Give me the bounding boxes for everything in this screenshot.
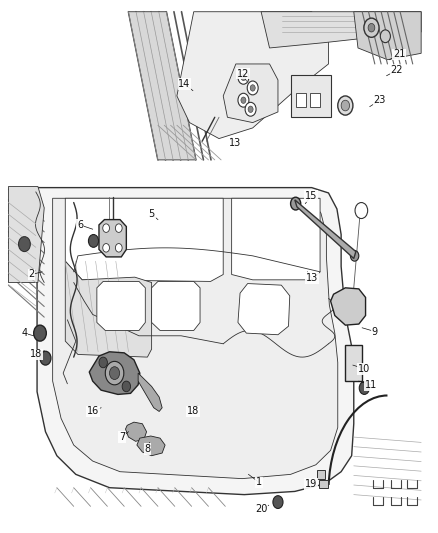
Text: 6: 6 bbox=[77, 220, 83, 230]
Circle shape bbox=[22, 241, 27, 247]
Text: 5: 5 bbox=[148, 209, 155, 219]
Circle shape bbox=[241, 97, 246, 103]
Text: 15: 15 bbox=[304, 191, 317, 201]
Polygon shape bbox=[8, 187, 44, 282]
Text: 9: 9 bbox=[372, 327, 378, 336]
Polygon shape bbox=[261, 12, 421, 48]
Circle shape bbox=[350, 251, 359, 261]
Circle shape bbox=[290, 197, 301, 210]
Text: 18: 18 bbox=[187, 407, 199, 416]
Text: 11: 11 bbox=[364, 380, 377, 390]
Polygon shape bbox=[354, 12, 421, 60]
Text: 13: 13 bbox=[229, 138, 241, 148]
Circle shape bbox=[103, 224, 110, 232]
Bar bbox=[317, 470, 325, 479]
Circle shape bbox=[273, 496, 283, 508]
Circle shape bbox=[115, 244, 122, 252]
Polygon shape bbox=[37, 188, 354, 495]
Polygon shape bbox=[65, 198, 223, 281]
Polygon shape bbox=[177, 12, 328, 139]
Circle shape bbox=[103, 244, 110, 252]
Circle shape bbox=[238, 70, 249, 84]
Circle shape bbox=[355, 203, 367, 219]
Circle shape bbox=[380, 30, 390, 43]
Circle shape bbox=[245, 102, 256, 116]
Circle shape bbox=[122, 381, 131, 392]
Bar bbox=[345, 345, 362, 381]
Polygon shape bbox=[331, 288, 366, 325]
Polygon shape bbox=[137, 436, 165, 456]
Polygon shape bbox=[126, 422, 147, 441]
Text: 22: 22 bbox=[390, 66, 403, 75]
Circle shape bbox=[43, 355, 48, 361]
Circle shape bbox=[247, 81, 258, 95]
Polygon shape bbox=[295, 200, 356, 259]
Text: 23: 23 bbox=[374, 95, 386, 105]
Bar bbox=[310, 93, 320, 107]
Circle shape bbox=[88, 235, 99, 247]
Polygon shape bbox=[138, 373, 162, 411]
Polygon shape bbox=[238, 284, 290, 335]
Text: 8: 8 bbox=[145, 444, 151, 454]
Polygon shape bbox=[97, 281, 145, 330]
Polygon shape bbox=[128, 12, 196, 160]
Circle shape bbox=[91, 238, 96, 244]
Circle shape bbox=[115, 224, 122, 232]
Text: 20: 20 bbox=[255, 504, 267, 514]
Text: 7: 7 bbox=[119, 432, 125, 442]
Circle shape bbox=[359, 382, 369, 394]
Circle shape bbox=[368, 23, 375, 32]
Text: 16: 16 bbox=[87, 407, 99, 416]
Polygon shape bbox=[65, 261, 152, 357]
Circle shape bbox=[338, 96, 353, 115]
Text: 12: 12 bbox=[237, 69, 250, 78]
Text: 19: 19 bbox=[305, 479, 317, 489]
Text: 4: 4 bbox=[21, 328, 28, 338]
Text: 18: 18 bbox=[30, 350, 42, 359]
Circle shape bbox=[99, 357, 107, 368]
Circle shape bbox=[238, 93, 249, 107]
Text: 13: 13 bbox=[306, 273, 318, 283]
Circle shape bbox=[40, 351, 51, 365]
Polygon shape bbox=[232, 198, 320, 280]
Circle shape bbox=[18, 237, 30, 252]
Text: 14: 14 bbox=[178, 79, 191, 89]
Polygon shape bbox=[53, 198, 338, 479]
Bar bbox=[290, 75, 331, 117]
Circle shape bbox=[241, 74, 246, 80]
Bar bbox=[319, 480, 328, 488]
Circle shape bbox=[37, 329, 43, 337]
Text: 1: 1 bbox=[256, 478, 262, 487]
Circle shape bbox=[34, 325, 46, 341]
Circle shape bbox=[248, 106, 253, 112]
Text: 2: 2 bbox=[28, 270, 35, 279]
Circle shape bbox=[341, 100, 350, 111]
Circle shape bbox=[105, 361, 124, 385]
Text: 21: 21 bbox=[393, 50, 406, 59]
Polygon shape bbox=[89, 352, 140, 394]
Text: 10: 10 bbox=[358, 364, 371, 374]
Circle shape bbox=[364, 18, 379, 37]
Circle shape bbox=[250, 85, 255, 91]
Bar bbox=[296, 93, 306, 107]
Polygon shape bbox=[152, 281, 200, 330]
Circle shape bbox=[276, 499, 280, 505]
Polygon shape bbox=[223, 64, 278, 123]
Circle shape bbox=[110, 367, 120, 379]
Polygon shape bbox=[99, 220, 126, 257]
